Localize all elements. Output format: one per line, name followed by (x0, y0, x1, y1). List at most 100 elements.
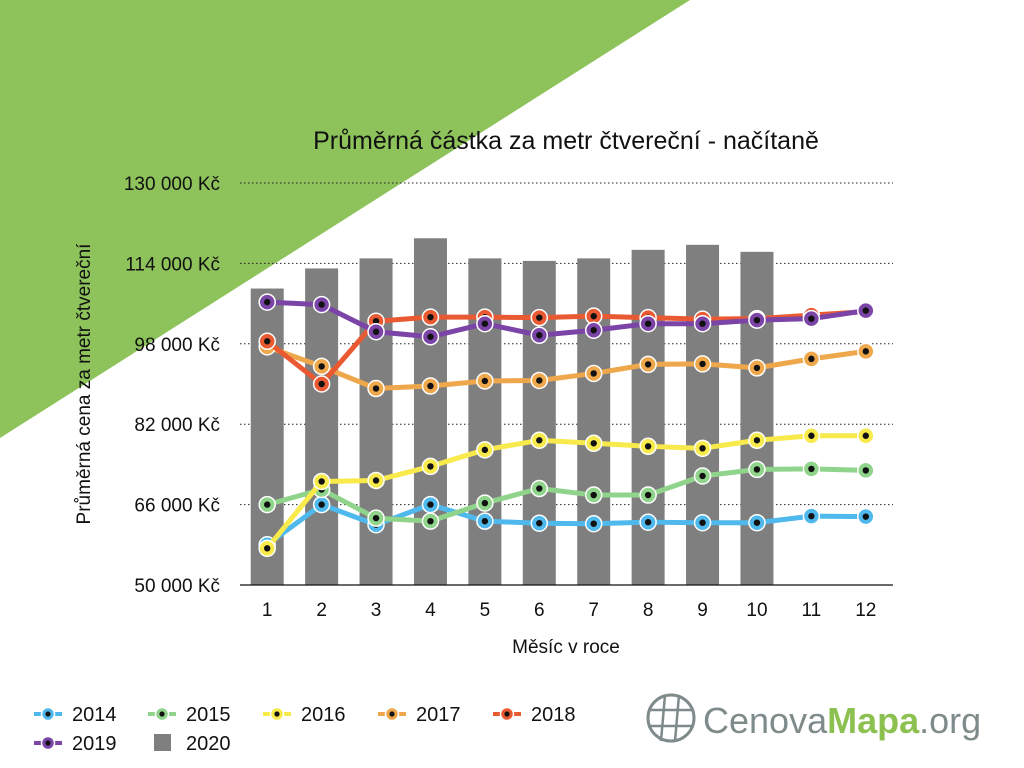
x-tick-label: 6 (534, 600, 545, 621)
point-center-2017 (808, 355, 815, 363)
point-center-2018 (372, 317, 380, 325)
point-center-2016 (264, 545, 271, 552)
point-center-2015 (753, 466, 761, 473)
legend-item-2015: 2015 (148, 704, 231, 726)
point-center-2014 (318, 501, 325, 508)
point-center-2015 (862, 467, 869, 474)
y-tick-label: 98 000 Kč (134, 335, 220, 356)
point-center-2018 (536, 314, 543, 321)
point-center-2018 (264, 338, 271, 345)
point-center-2016 (481, 446, 489, 454)
series-line-2019 (264, 299, 869, 340)
point-center-2016 (318, 478, 325, 485)
bar-2020 (468, 258, 502, 585)
series-line-2015 (264, 466, 869, 524)
legend-label: 2019 (72, 733, 117, 755)
x-tick-label: 1 (262, 600, 273, 621)
green-corner-triangle (0, 0, 690, 438)
point-center-2014 (644, 518, 652, 526)
x-tick-label: 11 (802, 600, 822, 621)
point-center-2017 (644, 361, 652, 368)
series-line-2017 (264, 344, 869, 392)
logo-text-cenova: Cenova (703, 700, 828, 741)
x-tick-label: 7 (588, 600, 599, 621)
point-center-2018 (590, 312, 597, 320)
y-tick-label: 130 000 Kč (124, 174, 220, 195)
point-center-2014 (753, 519, 761, 526)
line-series (258, 293, 875, 558)
globe-icon (646, 693, 696, 743)
series-2015 (258, 460, 875, 530)
y-tick-label: 82 000 Kč (134, 415, 220, 436)
legend-label: 2015 (186, 704, 231, 726)
legend-label: 2017 (416, 704, 461, 726)
legend-label: 2018 (531, 704, 576, 726)
point-center-2016 (808, 432, 815, 439)
point-center-2017 (372, 385, 380, 392)
x-tick-label: 12 (855, 600, 876, 621)
point-center-2016 (590, 440, 597, 447)
point-center-2014 (699, 519, 706, 526)
legend-item-2019: 2019 (34, 733, 117, 755)
x-tick-label: 10 (746, 600, 767, 621)
bar-2020 (631, 249, 665, 585)
point-center-2017 (753, 364, 761, 372)
series-2016 (258, 427, 875, 558)
point-center-2019 (862, 307, 869, 314)
x-tick-label: 9 (697, 600, 708, 621)
point-center-2019 (318, 301, 325, 308)
point-center-2018 (318, 380, 325, 388)
point-center-2019 (644, 320, 652, 327)
y-tick-label: 114 000 Kč (125, 254, 220, 275)
bar-2020 (359, 258, 393, 585)
x-tick-label: 8 (643, 600, 654, 621)
point-center-2019 (264, 298, 271, 306)
point-center-2016 (753, 437, 761, 444)
x-axis-label: Měsíc v roce (512, 637, 620, 658)
point-center-2017 (862, 348, 869, 355)
logo-text-mapa: Mapa (827, 700, 920, 741)
bar-2020 (740, 251, 774, 585)
bar-2020 (413, 238, 447, 585)
x-tick-label: 5 (480, 600, 491, 621)
point-center-2017 (481, 377, 489, 385)
point-center-2016 (862, 432, 869, 439)
point-center-2019 (481, 320, 489, 327)
point-center-2015 (590, 491, 597, 499)
point-center-2017 (699, 360, 706, 368)
point-center-2019 (427, 333, 434, 340)
legend-item-2020: 2020 (154, 733, 231, 755)
point-center-2017 (318, 363, 325, 370)
y-tick-label: 66 000 Kč (134, 496, 220, 517)
legend-item-2016: 2016 (263, 704, 346, 726)
point-center-2019 (536, 332, 543, 339)
point-center-2014 (590, 520, 597, 527)
x-tick-label: 2 (316, 600, 327, 621)
point-center-2019 (590, 327, 597, 334)
point-center-2019 (372, 328, 380, 335)
point-center-2018 (427, 313, 434, 321)
series-line-2016 (264, 433, 869, 551)
svg-text:CenovaMapa.org: CenovaMapa.org (703, 700, 981, 741)
series-line-2014 (264, 502, 869, 548)
point-center-2015 (372, 514, 380, 522)
point-center-2015 (644, 491, 652, 499)
legend-label: 2014 (72, 704, 117, 726)
point-center-2014 (481, 517, 489, 525)
x-tick-label: 3 (371, 600, 382, 621)
x-axis-ticks: 1 2 3 4 5 6 7 8 9 10 11 12 (262, 600, 876, 621)
point-center-2019 (699, 320, 706, 327)
point-center-2019 (753, 316, 761, 324)
bar-2020 (686, 244, 720, 585)
point-center-2017 (590, 370, 597, 377)
y-axis-label: Průměrná cena za metr čtvereční (74, 243, 95, 525)
cenovamapa-logo: CenovaMapa.org (646, 693, 981, 743)
x-tick-label: 4 (425, 600, 436, 621)
point-center-2015 (699, 472, 706, 480)
point-center-2014 (808, 512, 815, 520)
point-center-2015 (536, 485, 543, 492)
point-center-2017 (427, 382, 434, 390)
point-center-2014 (536, 519, 543, 527)
